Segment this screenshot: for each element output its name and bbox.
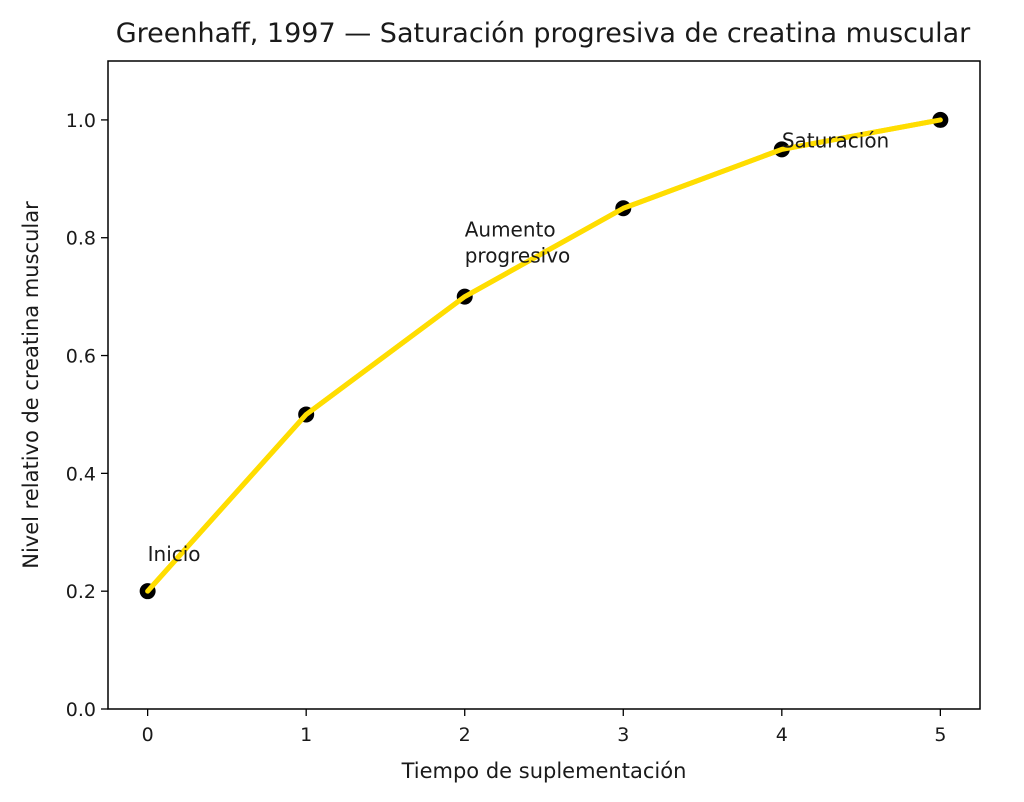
y-tick-label-5: 1.0 — [66, 110, 96, 132]
annotation-2: Saturación — [782, 128, 889, 152]
x-tick-label-4: 4 — [776, 724, 788, 746]
x-tick-label-5: 5 — [934, 724, 946, 746]
series-line-0 — [145, 117, 943, 594]
y-tick-label-3: 0.6 — [66, 346, 96, 368]
plot-frame — [107, 60, 981, 710]
y-tick-label-1: 0.2 — [66, 581, 96, 603]
plot-area: 0 1 2 3 4 5 0.0 0.2 0.4 0.6 0.8 1.0 Inicio Aumento pro… — [66, 110, 949, 746]
x-tick-label-2: 2 — [459, 724, 471, 746]
y-axis-label: Nivel relativo de creatina muscular — [19, 201, 43, 569]
x-tick-label-0: 0 — [142, 724, 154, 746]
annotation-0: Inicio — [148, 542, 201, 566]
y-tick-label-0: 0.0 — [66, 699, 96, 721]
y-tick-label-2: 0.4 — [66, 463, 96, 485]
chart-title: Greenhaff, 1997 — Saturación progresiva … — [116, 18, 971, 49]
x-axis-label: Tiempo de suplementación — [401, 759, 687, 783]
x-tick-label-1: 1 — [300, 724, 312, 746]
annotation-1: Aumento progresivo — [465, 218, 571, 268]
x-tick-label-3: 3 — [617, 724, 629, 746]
y-tick-label-4: 0.8 — [66, 228, 96, 250]
series-line-overlay-0 — [145, 117, 943, 594]
